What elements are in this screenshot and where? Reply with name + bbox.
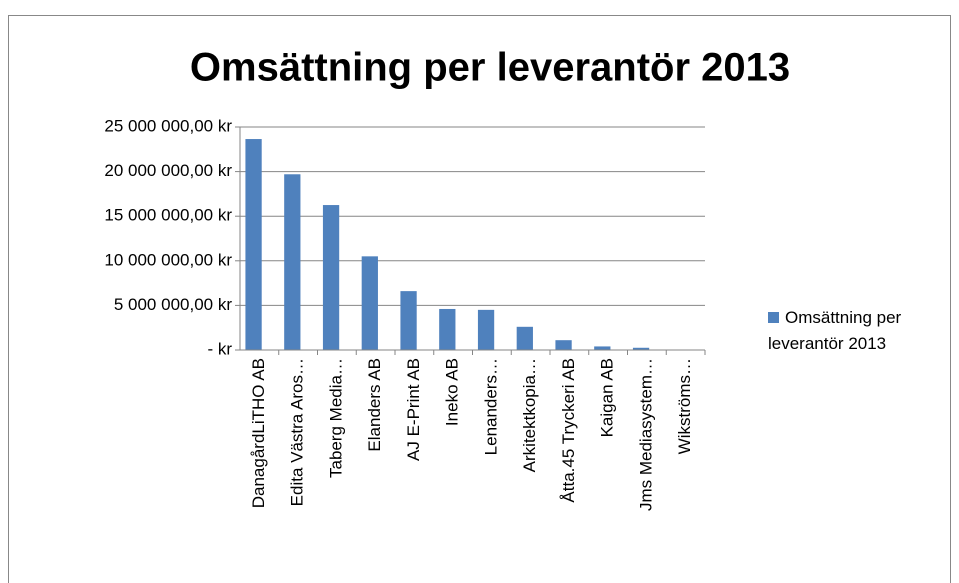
bar <box>632 347 650 350</box>
x-tick-label: Åtta.45 Tryckeri AB <box>559 358 578 503</box>
x-tick-label: Taberg Media… <box>326 358 345 478</box>
x-tick-label: AJ E-Print AB <box>404 358 423 461</box>
x-tick-label: Elanders AB <box>365 358 384 452</box>
legend-label: Omsättning per leverantör 2013 <box>768 308 902 353</box>
bar <box>322 205 340 350</box>
x-tick-label: Kaigan AB <box>598 358 617 437</box>
chart-title: Omsättning per leverantör 2013 <box>190 46 790 90</box>
x-tick-label: Ineko AB <box>443 358 462 426</box>
bar <box>594 346 611 350</box>
y-tick-label: 25 000 000,00 kr <box>104 116 232 135</box>
bar <box>516 326 533 350</box>
x-tick-label: Jms Mediasystem… <box>636 358 655 511</box>
x-tick-label: Edita Västra Aros… <box>288 358 307 506</box>
legend: Omsättning per leverantör 2013 <box>768 305 948 357</box>
y-tick-label: 10 000 000,00 kr <box>104 250 232 269</box>
bar <box>400 291 417 350</box>
x-tick-label: Arkitektkopia… <box>520 358 539 472</box>
y-tick-label: - kr <box>207 339 232 358</box>
bar <box>284 174 301 350</box>
chart-frame <box>8 15 951 583</box>
y-tick-label: 5 000 000,00 kr <box>114 295 232 314</box>
bar <box>361 256 378 350</box>
bar <box>555 340 572 350</box>
legend-swatch <box>768 312 779 323</box>
x-tick-label: Lenanders… <box>481 358 500 455</box>
y-tick-label: 15 000 000,00 kr <box>104 206 232 225</box>
x-tick-label: Wikströms… <box>675 358 694 454</box>
x-tick-label: DanagårdLiTHO AB <box>249 358 268 508</box>
y-tick-label: 20 000 000,00 kr <box>104 161 232 180</box>
bar <box>477 309 495 350</box>
bar <box>245 139 262 350</box>
bar <box>439 308 456 350</box>
